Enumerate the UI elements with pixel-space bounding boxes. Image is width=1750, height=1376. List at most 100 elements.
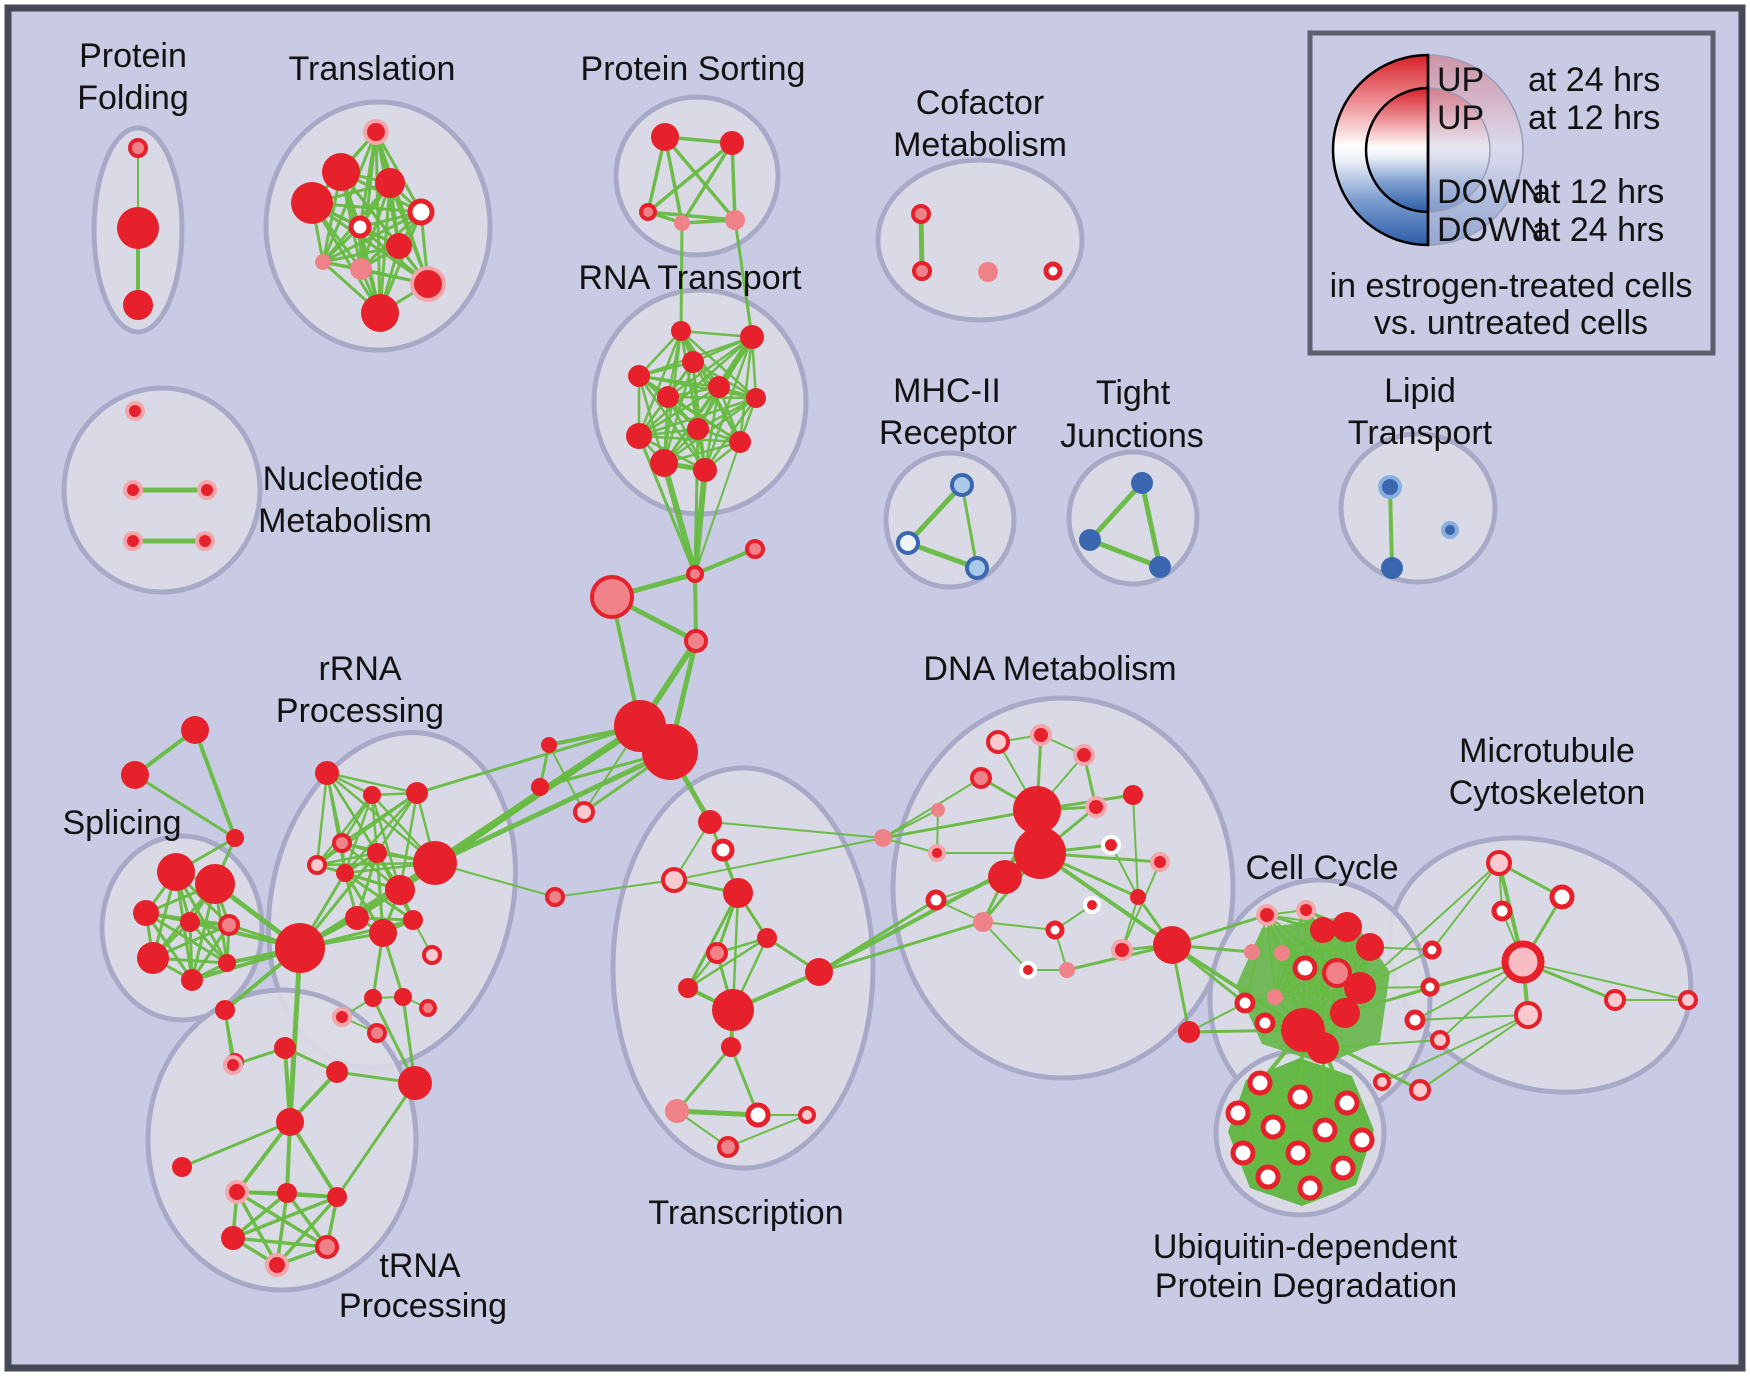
cluster-label-tight-junctions: Tight [1096, 374, 1171, 412]
network-edge [432, 749, 673, 866]
network-node [965, 556, 989, 580]
network-edge [882, 837, 938, 854]
network-node [626, 423, 652, 449]
network-node [1330, 998, 1360, 1028]
network-edge [1132, 794, 1139, 898]
network-edge [287, 945, 303, 1125]
network-node [1234, 992, 1256, 1014]
network-node [137, 942, 169, 974]
legend-caption: in estrogen-treated cells [1330, 267, 1693, 305]
network-node [1344, 972, 1376, 1004]
network-edge [1237, 1112, 1363, 1141]
cluster-ellipse-cofactor-metabolism [875, 157, 1085, 323]
network-node [364, 989, 382, 1007]
network-edge [231, 1236, 329, 1249]
network-edge [1242, 1129, 1326, 1154]
network-edge [661, 460, 698, 577]
network-node [322, 153, 360, 191]
network-node [978, 262, 998, 282]
network-edge [1121, 861, 1161, 951]
network-node [874, 829, 892, 847]
cluster-label-mhc-ii-receptor: Receptor [879, 414, 1017, 452]
network-node [403, 910, 423, 930]
network-node [407, 198, 435, 226]
network-node [315, 254, 331, 270]
network-node [912, 261, 932, 281]
network-node [221, 1226, 245, 1250]
network-node [1267, 989, 1283, 1005]
network-edge [881, 808, 1039, 840]
cluster-label-tight-junctions: Junctions [1060, 417, 1204, 455]
legend-label: DOWN [1437, 211, 1545, 249]
network-node [671, 321, 691, 341]
network-edge [679, 329, 758, 400]
network-node [798, 1106, 816, 1124]
network-node [1378, 475, 1402, 499]
network-node [950, 473, 974, 497]
network-node [1101, 835, 1121, 855]
network-node [657, 386, 679, 408]
network-edge [686, 936, 769, 990]
network-node [687, 418, 709, 440]
network-node [326, 1061, 348, 1083]
network-edge [1244, 914, 1268, 1004]
network-node [531, 778, 549, 796]
network-node [1254, 1012, 1276, 1034]
network-node [1153, 926, 1191, 964]
network-node [1111, 939, 1133, 961]
network-edge [663, 135, 684, 225]
network-node [1312, 1117, 1338, 1143]
network-node [315, 1235, 339, 1259]
cluster-label-cofactor-metabolism: Cofactor [916, 84, 1045, 122]
cluster-label-dna-metabolism: DNA Metabolism [923, 650, 1176, 688]
network-node [367, 843, 387, 863]
network-node [345, 906, 369, 930]
network-node [1501, 940, 1545, 984]
network-edge [679, 221, 684, 333]
network-edge [730, 141, 737, 222]
network-node [1085, 796, 1107, 818]
network-edge [960, 483, 979, 570]
network-edge [703, 335, 754, 472]
network-node [729, 431, 751, 453]
network-edge [370, 793, 402, 892]
network-node [419, 999, 437, 1017]
network-edge [666, 395, 742, 444]
network-node [157, 853, 195, 891]
cluster-label-lipid-transport: Lipid [1384, 372, 1456, 410]
network-edge [882, 809, 939, 839]
network-edge [275, 1195, 339, 1267]
legend-label: at 24 hrs [1532, 211, 1664, 249]
network-edge [315, 791, 419, 867]
network-edge [231, 1195, 339, 1240]
network-node [125, 401, 145, 421]
network-node [422, 945, 442, 965]
network-edge [190, 923, 231, 982]
legend-gradient-half-disc [1427, 87, 1491, 213]
network-edge [680, 141, 734, 225]
network-edge [415, 724, 642, 795]
network-edge [905, 540, 980, 571]
network-node [1130, 889, 1146, 905]
network-edge [1322, 1039, 1441, 1049]
network-node [805, 958, 833, 986]
cluster-label-cell-cycle: Cell Cycle [1245, 849, 1398, 887]
network-node [1285, 1140, 1311, 1166]
network-node [712, 989, 754, 1031]
network-edge [315, 793, 374, 867]
network-node [1549, 884, 1575, 910]
cluster-label-ubiquitin-degradation: Ubiquitin-dependent [1153, 1228, 1458, 1266]
network-node [1334, 1090, 1360, 1116]
network-node [413, 841, 457, 885]
network-edge [1381, 1014, 1529, 1083]
network-edge [637, 385, 721, 438]
cluster-label-transcription: Transcription [648, 1194, 843, 1232]
network-node [123, 290, 153, 320]
network-edge [144, 911, 229, 965]
network-edge [675, 1045, 733, 1113]
network-node [1123, 785, 1143, 805]
network-edge [686, 891, 740, 990]
network-node [274, 1037, 296, 1059]
